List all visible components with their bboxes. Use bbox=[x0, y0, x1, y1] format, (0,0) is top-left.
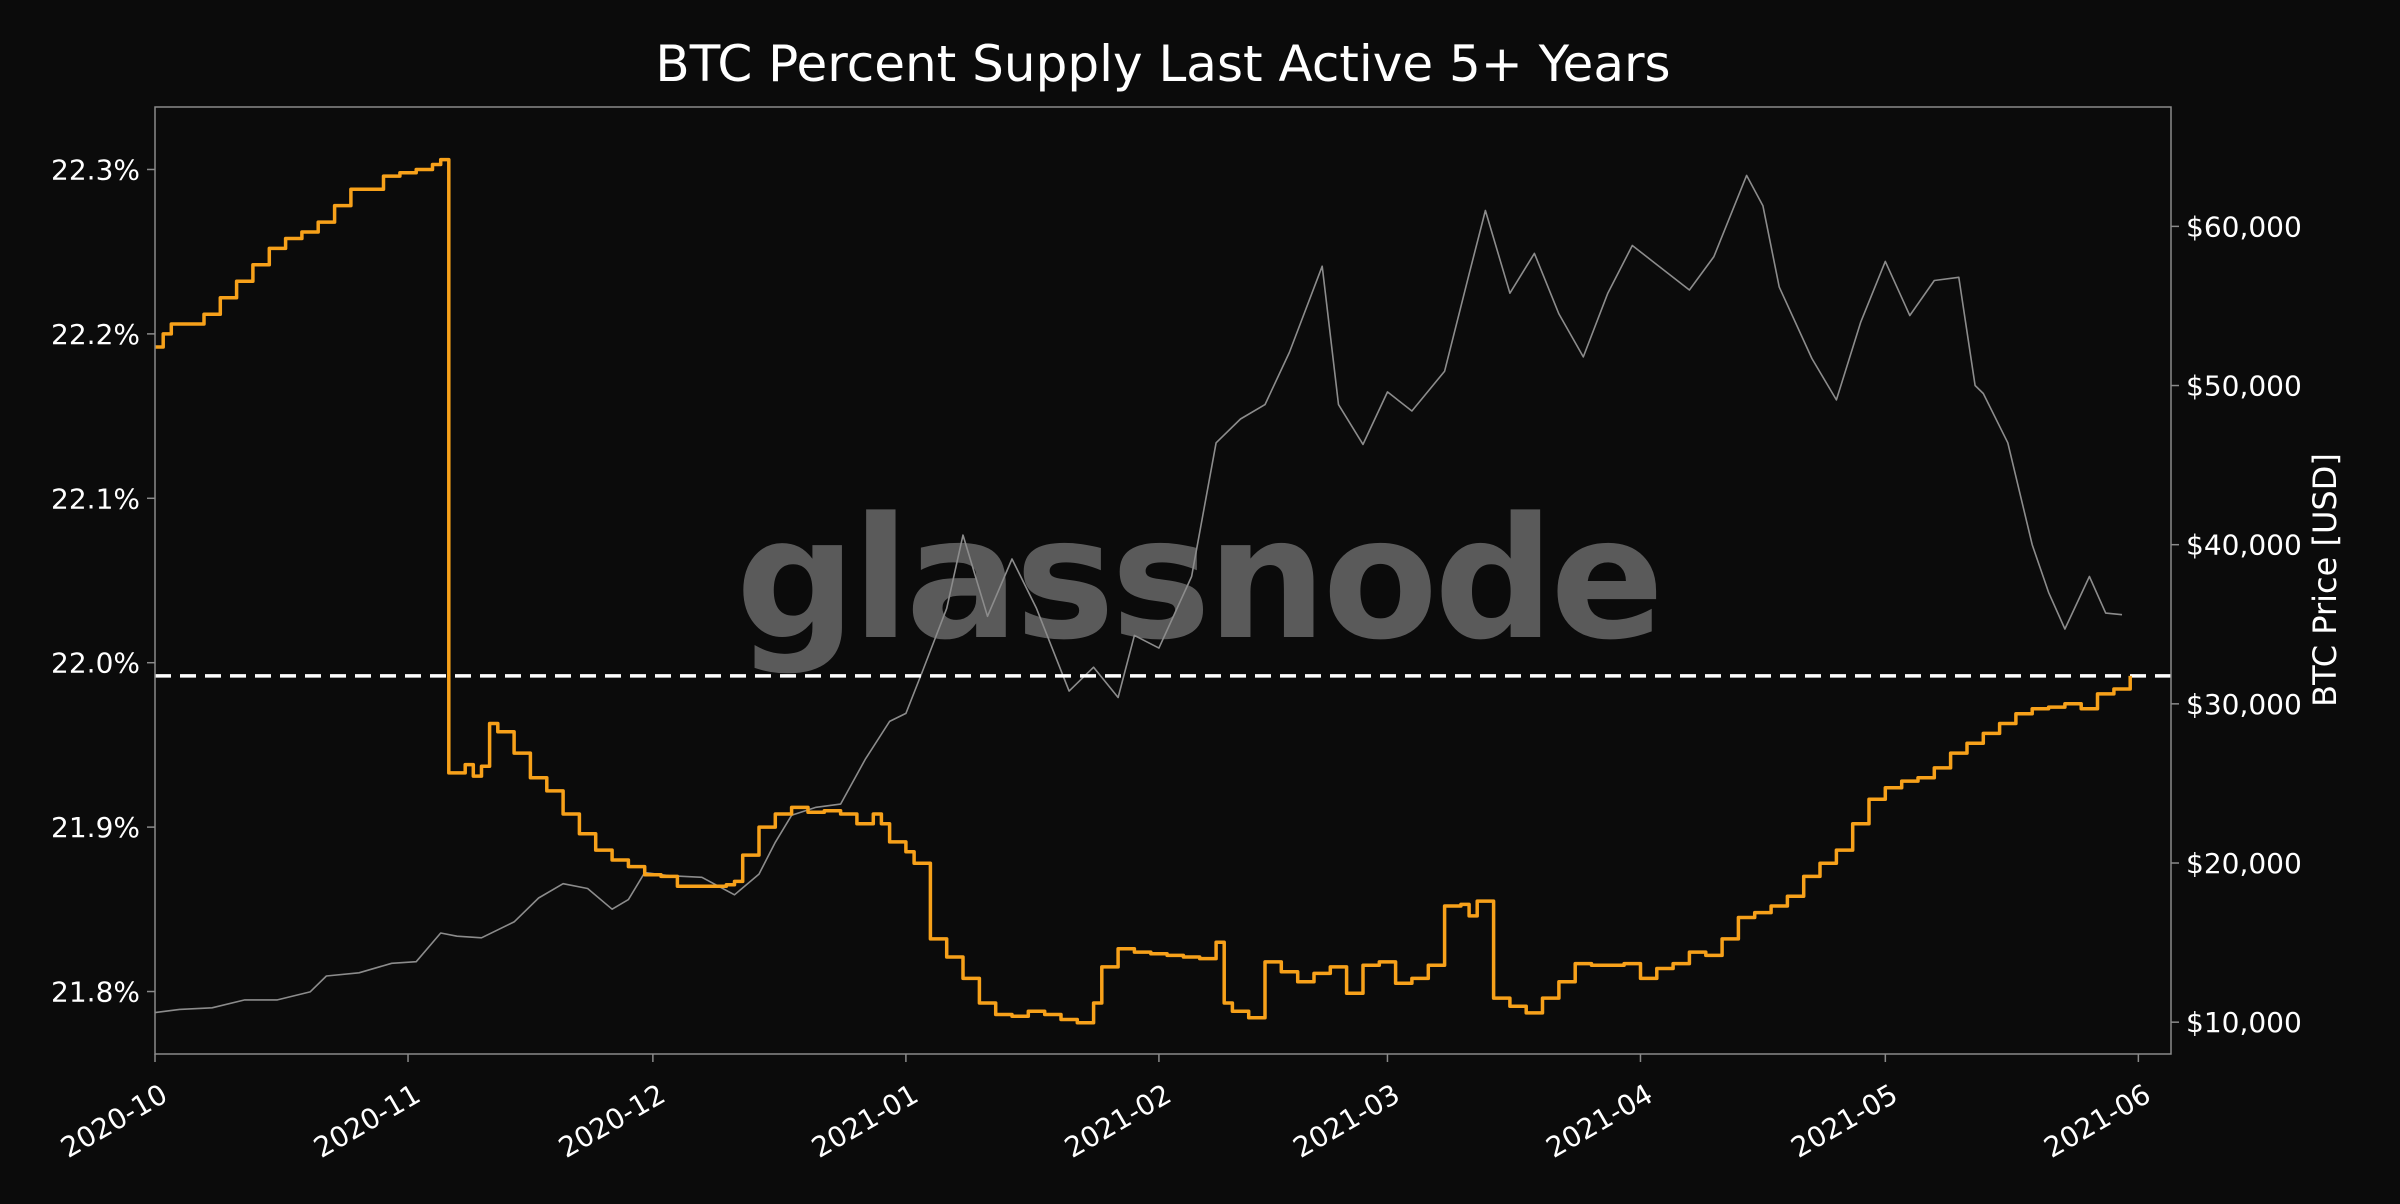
y-axis-right: $10,000 $20,000 $30,000 $40,000 $50,000 $60,0… bbox=[2171, 210, 2302, 1039]
y-right-tick-label: $50,000 bbox=[2186, 370, 2302, 403]
chart-title: BTC Percent Supply Last Active 5+ Years bbox=[655, 35, 1670, 93]
price-series-layer bbox=[154, 174, 2123, 1014]
y-left-tick-label: 22.3% bbox=[51, 153, 140, 186]
y-right-tick-label: $40,000 bbox=[2186, 529, 2302, 562]
y-left-tick-label: 21.8% bbox=[51, 976, 140, 1009]
y-right-tick-label: $20,000 bbox=[2186, 847, 2302, 880]
supply-series-layer bbox=[155, 157, 2132, 1025]
y-axis-right-label: BTC Price [USD] bbox=[2306, 453, 2344, 707]
y-left-tick-label: 21.9% bbox=[51, 811, 140, 844]
watermark: glassnode bbox=[736, 481, 1660, 677]
y-left-tick-label: 22.1% bbox=[51, 482, 140, 515]
y-right-tick-label: $60,000 bbox=[2186, 210, 2302, 243]
y-axis-left: 21.8% 21.9% 22.0% 22.1% 22.2% 22.3% bbox=[51, 153, 155, 1009]
y-right-tick-label: $30,000 bbox=[2186, 688, 2302, 721]
y-left-tick-label: 22.0% bbox=[51, 647, 140, 680]
y-left-tick-label: 22.2% bbox=[51, 318, 140, 351]
y-right-tick-label: $10,000 bbox=[2186, 1006, 2302, 1039]
plot-frame bbox=[154, 106, 2172, 1055]
supply-series-line bbox=[155, 157, 2132, 1025]
price-series-line bbox=[154, 174, 2123, 1014]
